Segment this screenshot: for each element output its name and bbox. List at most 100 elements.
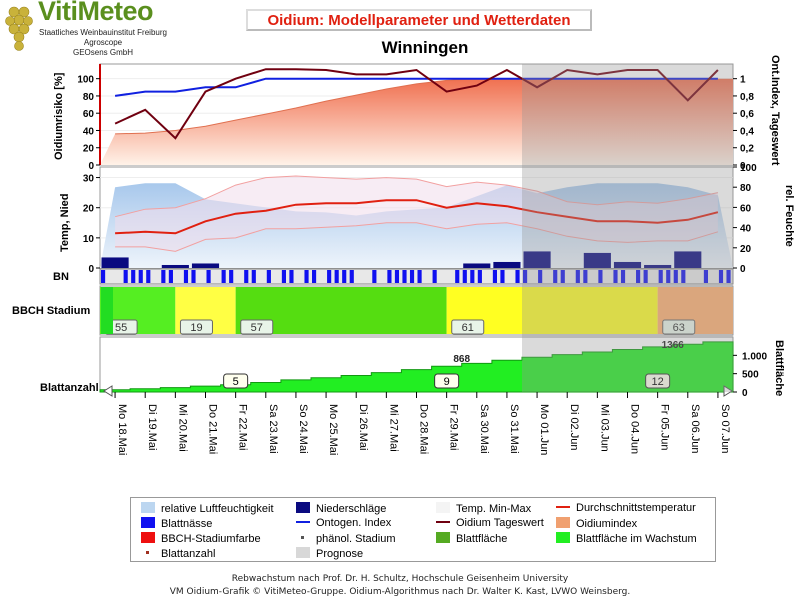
legend-color-swatch bbox=[556, 517, 570, 528]
leaf-area-annotation: 1366 bbox=[662, 340, 685, 351]
logo-title: VitiMeteo bbox=[38, 0, 154, 26]
leaf-wetness-mark bbox=[123, 270, 128, 283]
date-label: Fr 29.Mai bbox=[448, 404, 460, 450]
risk-panel bbox=[99, 63, 734, 166]
humidity-tick-label: 80 bbox=[740, 183, 752, 194]
leaf-wetness-mark bbox=[394, 270, 400, 283]
humidity-tick-label: 60 bbox=[740, 203, 752, 214]
leaf-count-box bbox=[223, 373, 249, 389]
legend-label: Blattnässe bbox=[161, 518, 213, 530]
onto-tick-label: 0 bbox=[740, 161, 746, 172]
leaf-wetness-mark bbox=[221, 270, 226, 283]
legend-label: relative Luftfeuchtigkeit bbox=[161, 503, 274, 515]
legend: relative Luftfeuchtigkeit Niederschläge Te… bbox=[130, 497, 716, 562]
temp-tick-label: 10 bbox=[83, 234, 95, 245]
legend-label: Durchschnittstemperatur bbox=[576, 502, 696, 514]
legend-item: BBCH-Stadiumfarbe bbox=[141, 532, 261, 545]
oidium-index-area bbox=[100, 78, 733, 165]
leaf-wetness-mark bbox=[244, 270, 249, 283]
legend-line-swatch bbox=[296, 521, 310, 523]
leaf-count-box bbox=[645, 373, 671, 389]
temp-min-max-band bbox=[115, 176, 718, 252]
legend-item: Oidium Tageswert bbox=[436, 517, 544, 529]
leaf-wetness-mark bbox=[229, 270, 234, 283]
legend-item: Blattnässe bbox=[141, 517, 212, 530]
logo-grape bbox=[4, 2, 38, 58]
leaf-wetness-mark bbox=[146, 270, 151, 283]
leaf-wetness-mark bbox=[281, 270, 287, 283]
legend-item: phänol. Stadium bbox=[296, 532, 396, 545]
legend-label: Niederschläge bbox=[316, 503, 387, 515]
bbch-stage-label: 57 bbox=[251, 322, 263, 334]
legend-item: Ontogen. Index bbox=[296, 517, 391, 529]
area-tick-label: 500 bbox=[742, 370, 759, 381]
leaf-wetness-mark bbox=[681, 270, 686, 283]
legend-item: Oidiumindex bbox=[556, 517, 637, 530]
date-label: Mi 20.Mai bbox=[176, 404, 188, 452]
date-label: So 07.Jun bbox=[719, 404, 731, 454]
leaf-wetness-mark bbox=[372, 270, 377, 283]
legend-line-swatch bbox=[436, 521, 450, 523]
leaf-wetness-mark bbox=[191, 270, 196, 283]
risk-tick-label: 80 bbox=[83, 92, 95, 103]
bbch-stage-label: 61 bbox=[462, 322, 474, 334]
leaf-wetness-mark bbox=[515, 270, 520, 283]
bbch-stage-box bbox=[662, 319, 696, 335]
legend-color-swatch bbox=[141, 517, 155, 528]
leaf-area-axis-label: Blattfläche bbox=[773, 340, 785, 396]
footer-line-2: VM Oidium-Grafik © VitiMeteo-Gruppe. Oid… bbox=[169, 587, 631, 597]
legend-label: Blattanzahl bbox=[161, 548, 216, 560]
leaf-wetness-mark bbox=[138, 270, 143, 283]
bbch-stage-box bbox=[179, 319, 213, 335]
scroll-left-arrow[interactable] bbox=[103, 385, 113, 397]
logo-line-2: Agroscope bbox=[83, 38, 123, 47]
onto-tick-label: 0,6 bbox=[740, 109, 754, 120]
temp-max-line bbox=[114, 175, 718, 218]
leaf-wetness-mark bbox=[266, 270, 271, 283]
leaf-wetness-mark bbox=[658, 270, 663, 283]
scroll-right-arrow[interactable] bbox=[723, 385, 733, 397]
date-label: Mo 25.Mai bbox=[327, 404, 339, 455]
date-label: Do 04.Jun bbox=[629, 404, 641, 454]
leaf-count-value: 9 bbox=[444, 376, 450, 388]
forecast-overlay bbox=[522, 64, 733, 392]
bbch-stage-box bbox=[451, 319, 485, 335]
leaf-wetness-mark bbox=[304, 270, 309, 283]
logo-line-3: GEOsens GmbH bbox=[72, 48, 133, 57]
onto-tick-label: 1 bbox=[740, 75, 746, 86]
leaf-wetness-mark bbox=[500, 270, 505, 283]
risk-tick-label: 20 bbox=[83, 144, 95, 155]
leaf-wetness-mark bbox=[251, 270, 256, 283]
leaf-wetness-mark bbox=[598, 270, 603, 283]
leaf-wetness-mark bbox=[643, 270, 648, 283]
leaf-wetness-mark bbox=[455, 270, 460, 283]
leaf-wetness-mark bbox=[726, 270, 731, 283]
precipitation-bar bbox=[101, 257, 129, 268]
location-title: Winningen bbox=[381, 38, 469, 57]
temp-min-line bbox=[115, 222, 719, 252]
legend-label: Ontogen. Index bbox=[316, 517, 392, 529]
precipitation-bar bbox=[161, 264, 189, 268]
legend-item: Blattfläche bbox=[436, 532, 507, 545]
leaf-count-value: 5 bbox=[233, 376, 239, 388]
leaf-wetness-mark bbox=[673, 270, 678, 283]
precipitation-bar bbox=[613, 261, 642, 268]
temp-tick-label: 30 bbox=[83, 174, 95, 185]
leaf-wetness-mark bbox=[462, 270, 467, 283]
legend-item: Blattfläche im Wachstum bbox=[556, 532, 697, 545]
leaf-wetness-mark bbox=[334, 270, 339, 283]
leaf-wetness-mark bbox=[477, 270, 482, 283]
date-label: Fr 05.Jun bbox=[659, 404, 671, 450]
leaf-wetness-mark bbox=[289, 270, 294, 283]
date-label: Sa 30.Mai bbox=[478, 404, 490, 454]
onto-tick-label: 0,2 bbox=[740, 144, 754, 155]
leaf-wetness-mark bbox=[349, 270, 354, 283]
legend-label: Temp. Min-Max bbox=[456, 503, 532, 515]
precipitation-bar bbox=[191, 263, 220, 268]
date-label: Do 28.Mai bbox=[418, 404, 430, 454]
leaf-wetness-mark bbox=[538, 270, 543, 283]
leaf-wetness-panel bbox=[99, 268, 734, 285]
leaf-wetness-mark bbox=[342, 270, 347, 283]
humidity-tick-label: 40 bbox=[740, 224, 752, 235]
date-label: Mi 27.Mai bbox=[387, 404, 399, 452]
